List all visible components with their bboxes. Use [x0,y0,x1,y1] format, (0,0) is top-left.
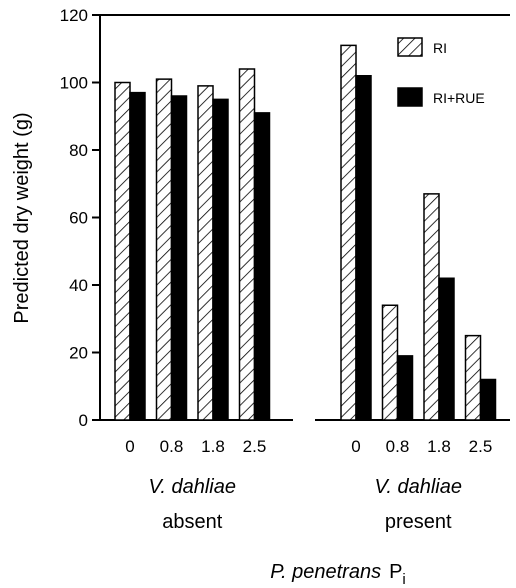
x-tick-label: 0.8 [386,437,410,456]
group-labels: V. dahliae absent V. dahliae present [149,476,462,533]
bar-ri-rue-0-3 [253,112,271,421]
y-tick-label: 40 [69,276,88,295]
y-tick-label: 100 [60,74,88,93]
bar-ri-0-1 [155,78,173,421]
bar-ri-rue-0-2 [212,98,229,421]
bars [114,44,497,421]
legend-swatch-ri-rue [397,87,423,107]
group-label-line2: present [385,511,452,533]
bar-ri-rue-1-3 [479,378,497,421]
x-axis-label-main: P. penetrans [270,561,381,583]
bar-ri-rue-0-1 [170,95,188,421]
x-ticks: 0 0.8 1.8 2.5 0 0.8 1.8 2.5 [125,437,492,456]
x-tick-label: 1.8 [201,437,225,456]
y-tick-label: 60 [69,209,88,228]
x-axis-label: P. penetrans Pi [270,561,406,588]
y-tick-label: 20 [69,344,88,363]
y-ticks: 0 20 40 60 80 100 120 [60,6,100,430]
y-tick-label: 120 [60,6,88,25]
x-tick-label: 2.5 [243,437,267,456]
x-tick-label: 0 [351,437,360,456]
y-axis-label: Predicted dry weight (g) [11,112,33,323]
group-label-line1: V. dahliae [149,476,236,498]
bar-ri-rue-1-1 [396,355,414,421]
legend-label: RI [433,40,447,56]
y-tick-label: 0 [79,411,88,430]
x-tick-label: 1.8 [427,437,451,456]
bar-ri-0-3 [238,68,256,421]
x-axis-label-suffix: P [389,561,402,583]
bar-ri-rue-1-0 [355,75,372,421]
x-tick-label: 0 [125,437,134,456]
group-label-line2: absent [162,511,222,533]
y-tick-label: 80 [69,141,88,160]
legend: RI RI+RUE [397,37,485,107]
bar-ri-1-0 [340,44,357,421]
bar-ri-1-3 [464,334,482,421]
legend-swatch-ri [397,37,423,57]
bar-ri-0-0 [114,81,131,421]
bar-ri-1-1 [381,304,399,421]
bar-ri-0-2 [197,85,214,421]
bar-ri-rue-0-0 [129,91,146,421]
group-label-line1: V. dahliae [375,476,462,498]
x-tick-label: 0.8 [160,437,184,456]
bar-ri-1-2 [423,193,440,421]
bar-ri-rue-1-2 [438,277,455,421]
x-axis-label-subscript: i [402,571,405,588]
x-tick-label: 2.5 [469,437,493,456]
legend-label: RI+RUE [433,90,485,106]
